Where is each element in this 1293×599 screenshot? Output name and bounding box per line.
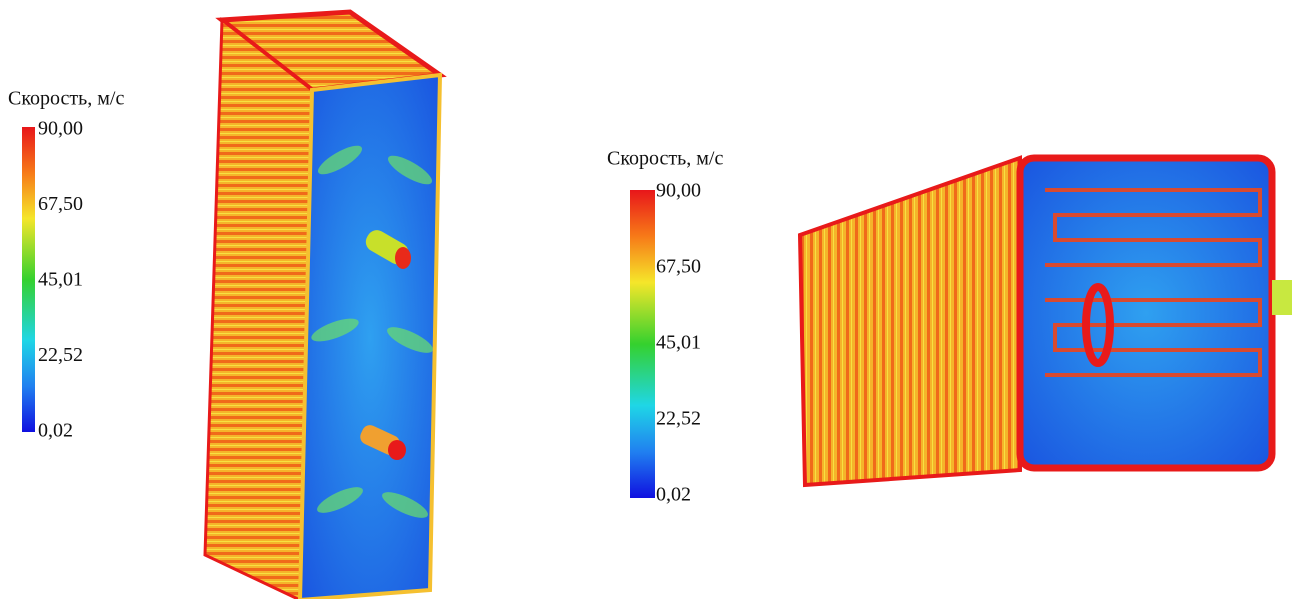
color-legend: Скорость, м/с 90,00 67,50 45,01 22,52 0,02	[607, 148, 723, 506]
pipe-end	[388, 440, 406, 460]
pipe	[1272, 280, 1292, 315]
pipe-end	[395, 247, 411, 269]
legend-tick-label: 0,02	[656, 484, 691, 506]
color-bar	[22, 127, 35, 432]
side-face	[205, 20, 312, 599]
color-legend: Скорость, м/с 90,00 67,50 45,01 22,52 0,02	[8, 88, 124, 442]
right-model	[800, 158, 1292, 485]
legend-tick-label: 90,00	[38, 118, 83, 140]
figure: Скорость, м/с 90,00 67,50 45,01 22,52 0,02 С…	[0, 0, 1293, 599]
color-bar	[630, 190, 655, 498]
legend-tick-label: 90,00	[656, 180, 701, 202]
legend-tick-label: 67,50	[38, 193, 83, 215]
legend-tick-label: 0,02	[38, 420, 73, 442]
legend-title: Скорость, м/с	[8, 88, 124, 110]
legend-tick-label: 67,50	[656, 256, 701, 278]
side-face	[800, 158, 1020, 485]
legend-title: Скорость, м/с	[607, 148, 723, 170]
legend-tick-label: 45,01	[656, 332, 701, 354]
legend-tick-label: 45,01	[38, 269, 83, 291]
left-model	[205, 12, 440, 599]
legend-tick-label: 22,52	[38, 344, 83, 366]
legend-tick-label: 22,52	[656, 408, 701, 430]
front-face	[1020, 158, 1272, 468]
